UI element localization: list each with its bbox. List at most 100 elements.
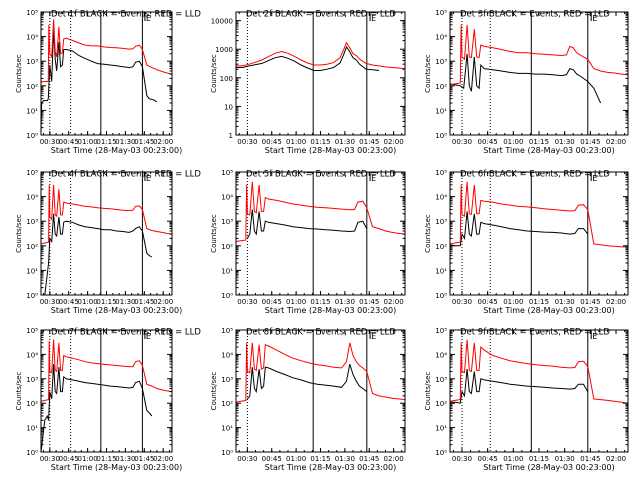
x-tick-label: 00:30: [40, 138, 60, 146]
y-tick-label: 10²: [435, 400, 447, 408]
y-axis-label: Counts/sec: [15, 214, 23, 253]
e-marker-label: E: [146, 14, 151, 23]
panel-title: Det 6f BLACK = Events, RED = LLD: [460, 170, 610, 180]
series-events-line: [41, 364, 153, 452]
y-tick-label: 10⁵: [26, 327, 38, 335]
x-tick-label: 02:00: [606, 455, 626, 463]
y-tick-label: 10⁴: [435, 34, 447, 42]
panel-det-8: E 10⁰ 10¹ 10² 10³ 10⁴ 10⁵ 00:30 00:45 01:00 01:15 0…: [210, 327, 406, 472]
series-events-line: [41, 213, 153, 295]
x-tick-label: 02:00: [153, 138, 173, 146]
e-marker-label: E: [592, 14, 597, 23]
series-events-line: [450, 211, 589, 247]
x-tick-label: 01:30: [335, 138, 355, 146]
y-tick-label: 10²: [221, 243, 233, 251]
y-tick-label: 10¹: [435, 425, 447, 433]
x-tick-label: 02:00: [384, 455, 404, 463]
y-tick-label: 10⁵: [435, 169, 447, 177]
x-tick-label: 01:30: [115, 455, 135, 463]
x-axis-label: Start Time (28-May-03 00:23:00): [51, 146, 182, 155]
x-tick-label: 01:45: [359, 138, 379, 146]
x-tick-label: 01:00: [286, 298, 306, 306]
y-tick-label: 10¹: [435, 107, 447, 115]
x-tick-label: 01:45: [580, 138, 600, 146]
y-tick-label: 10²: [221, 400, 233, 408]
x-tick-label: 01:00: [78, 298, 98, 306]
series-lld-line: [41, 19, 172, 83]
panel-title: Det 8f BLACK = Events, RED = LLD: [246, 328, 396, 338]
y-tick-label: 10⁰: [26, 449, 38, 457]
x-tick-label: 00:45: [478, 138, 498, 146]
panel-title: Det 4f BLACK = Events, RED = LLD: [51, 170, 201, 180]
y-tick-label: 10000: [211, 18, 233, 26]
x-tick-label: 01:00: [286, 138, 306, 146]
panel-det-3: E 10⁰ 10¹ 10² 10³ 10⁴ 10⁵ 00:30 00:45 01:00 01:15 0…: [424, 9, 629, 155]
x-tick-label: 00:45: [478, 455, 498, 463]
y-tick-label: 10⁵: [435, 9, 447, 17]
panel-title: Det 9f BLACK = Events, RED = LLD: [460, 328, 610, 338]
y-axis-label: Counts/sec: [424, 214, 432, 253]
series-lld-line: [450, 24, 628, 86]
x-tick-label: 01:15: [529, 138, 549, 146]
e-marker-label: E: [371, 14, 376, 23]
x-tick-label: 00:30: [237, 138, 257, 146]
x-axis-label: Start Time (28-May-03 00:23:00): [265, 306, 396, 315]
y-tick-label: 10³: [435, 376, 447, 384]
x-axis-label: Start Time (28-May-03 00:23:00): [51, 463, 182, 472]
x-tick-label: 01:00: [503, 138, 523, 146]
y-tick-label: 10³: [26, 218, 38, 226]
x-axis-label: Start Time (28-May-03 00:23:00): [483, 463, 614, 472]
x-tick-label: 02:00: [153, 298, 173, 306]
y-tick-label: 10³: [221, 218, 233, 226]
y-tick-label: 10¹: [26, 425, 38, 433]
y-axis-label: Counts/sec: [15, 372, 23, 411]
series-lld-line: [450, 181, 628, 248]
x-tick-label: 01:45: [134, 298, 154, 306]
series-lld-line: [236, 41, 405, 70]
y-tick-label: 100: [220, 75, 233, 83]
x-tick-label: 01:45: [580, 298, 600, 306]
panel-det-2: E 1 10 100 1000 10000 00:30 00:45 01:00 01:15 01:3…: [210, 10, 406, 155]
x-tick-label: 01:15: [310, 138, 330, 146]
x-tick-label: 01:30: [555, 138, 575, 146]
y-tick-label: 10²: [435, 243, 447, 251]
y-tick-label: 10⁴: [435, 351, 447, 359]
x-tick-label: 02:00: [384, 298, 404, 306]
x-tick-label: 00:30: [452, 455, 472, 463]
y-tick-label: 10⁵: [221, 169, 233, 177]
panel-det-1: E10⁰10¹10²10³10⁴10⁵00:3000:4501:0001:150…: [15, 9, 201, 155]
panel-title: Det 5f BLACK = Events, RED = LLD: [246, 170, 396, 180]
x-tick-label: 00:45: [262, 455, 282, 463]
x-tick-label: 00:30: [40, 455, 60, 463]
y-tick-label: 10⁵: [26, 9, 38, 17]
x-tick-label: 01:45: [359, 298, 379, 306]
plot-frame: [235, 329, 406, 453]
y-tick-label: 10³: [26, 376, 38, 384]
x-tick-label: 02:00: [606, 138, 626, 146]
panel-title: Det 2f BLACK = Events, RED = LLD: [246, 10, 396, 20]
y-tick-label: 10: [224, 103, 233, 111]
y-tick-label: 10³: [435, 58, 447, 66]
x-tick-label: 00:45: [59, 298, 79, 306]
y-tick-label: 10²: [26, 243, 38, 251]
y-tick-label: 10⁴: [435, 194, 447, 202]
panel-det-9: E 10⁰ 10¹ 10² 10³ 10⁴ 10⁵ 00:30 00:45 01:00 01:15 0…: [424, 327, 629, 472]
series-events-line: [450, 53, 602, 104]
plot-frame: [235, 11, 406, 136]
y-axis-label: Counts/sec: [210, 54, 218, 93]
x-tick-label: 01:45: [134, 455, 154, 463]
plot-frame: [40, 11, 173, 136]
x-tick-label: 00:45: [59, 455, 79, 463]
y-tick-label: 10⁴: [26, 194, 38, 202]
series-events-line: [236, 45, 380, 71]
x-tick-label: 00:30: [237, 455, 257, 463]
x-tick-label: 01:15: [310, 455, 330, 463]
e-marker-label: E: [592, 332, 597, 341]
x-tick-label: 00:30: [452, 138, 472, 146]
panel-det-4: E10⁰10¹10²10³10⁴10⁵00:3000:4501:0001:150…: [15, 169, 201, 315]
x-tick-label: 01:15: [96, 138, 116, 146]
y-tick-label: 10³: [221, 376, 233, 384]
x-tick-label: 00:45: [478, 298, 498, 306]
y-axis-label: Counts/sec: [210, 372, 218, 411]
y-tick-label: 10⁴: [26, 351, 38, 359]
